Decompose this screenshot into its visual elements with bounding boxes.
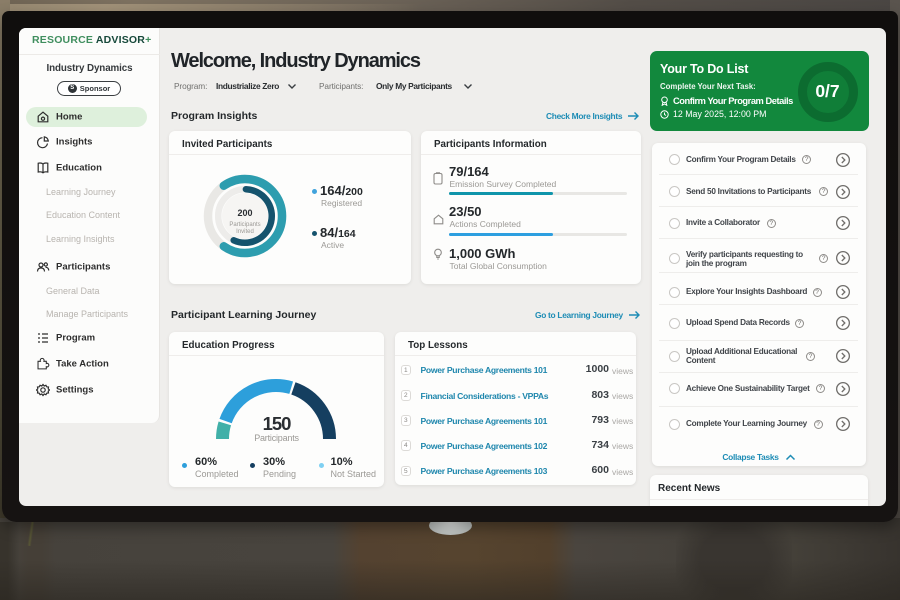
svg-text:200: 200 [237, 208, 252, 218]
svg-text:Participants: Participants [229, 222, 260, 228]
svg-text:Invited: Invited [236, 229, 254, 235]
